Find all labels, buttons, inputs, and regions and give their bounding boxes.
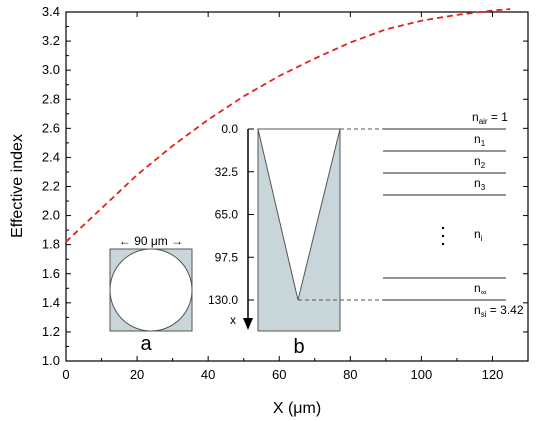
inset-b-groove: [257, 128, 341, 301]
y-tick-label: 3.2: [42, 33, 60, 48]
y-tick-label: 3.4: [42, 4, 60, 19]
layer-label-air: nair = 1: [472, 110, 508, 126]
inset-b-tick-label: 130.0: [208, 293, 238, 307]
y-tick-label: 2.8: [42, 91, 60, 106]
y-axis-ticks: 1.0 1.2 1.4 1.6 1.8 2.0 2.2 2.4 2.6 2.8 3.0 3.2 3.4: [42, 4, 528, 368]
layer-label-ninf: n∞: [474, 281, 487, 297]
inset-a-hole: [109, 248, 193, 332]
layer-label-n1: n1: [474, 132, 486, 148]
ellipsis-dot: [441, 226, 445, 230]
x-tick-label: 80: [343, 367, 357, 382]
y-tick-label: 1.2: [42, 324, 60, 339]
inset-a: ← 90 μm → a: [109, 234, 193, 355]
inset-a-dimension: ← 90 μm →: [119, 234, 183, 248]
layer-label-n3: n3: [474, 176, 486, 192]
y-tick-label: 3.0: [42, 62, 60, 77]
y-tick-label: 2.6: [42, 120, 60, 135]
y-tick-label: 2.4: [42, 149, 60, 164]
inset-b-tick-label: 0.0: [221, 122, 238, 136]
ellipsis-dot: [441, 242, 445, 246]
layer-label-si: nsi = 3.42: [474, 303, 524, 319]
inset-b-ticks: 0.0 32.5 65.0 97.5 130.0: [208, 122, 254, 307]
layer-label-n2: n2: [474, 154, 486, 170]
x-tick-label: 20: [130, 367, 144, 382]
ellipsis-dot: [441, 234, 445, 238]
series-line: [65, 8, 511, 243]
inset-a-label: a: [140, 333, 152, 355]
inset-b-axis-label: x: [230, 313, 236, 327]
y-tick-label: 1.4: [42, 295, 60, 310]
x-tick-label: 40: [201, 367, 215, 382]
y-tick-label: 2.2: [42, 179, 60, 194]
inset-b-tick-label: 97.5: [215, 250, 239, 264]
x-tick-label: 120: [482, 367, 504, 382]
inset-b: x 0.0 32.5 65.0 97.5 130.0 b: [208, 122, 341, 358]
layer-label-ni: ni: [474, 227, 483, 243]
layer-diagram: nair = 1 n1 n2 n3 ni n∞ nsi = 3.42: [298, 110, 524, 319]
x-tick-label: 60: [272, 367, 286, 382]
inset-b-tick-label: 65.0: [215, 208, 239, 222]
x-tick-label: 0: [62, 367, 69, 382]
y-tick-label: 1.0: [42, 353, 60, 368]
y-tick-label: 1.8: [42, 237, 60, 252]
inset-b-label: b: [293, 336, 304, 358]
x-tick-label: 100: [411, 367, 433, 382]
x-axis-title: X (μm): [273, 400, 321, 417]
inset-b-axis-arrow-icon: [243, 318, 253, 330]
y-axis-title: Effective index: [9, 134, 26, 238]
x-axis-ticks: 0 20 40 60 80 100 120: [62, 12, 503, 382]
inset-b-tick-label: 32.5: [215, 165, 239, 179]
y-tick-label: 1.6: [42, 266, 60, 281]
y-tick-label: 2.0: [42, 208, 60, 223]
